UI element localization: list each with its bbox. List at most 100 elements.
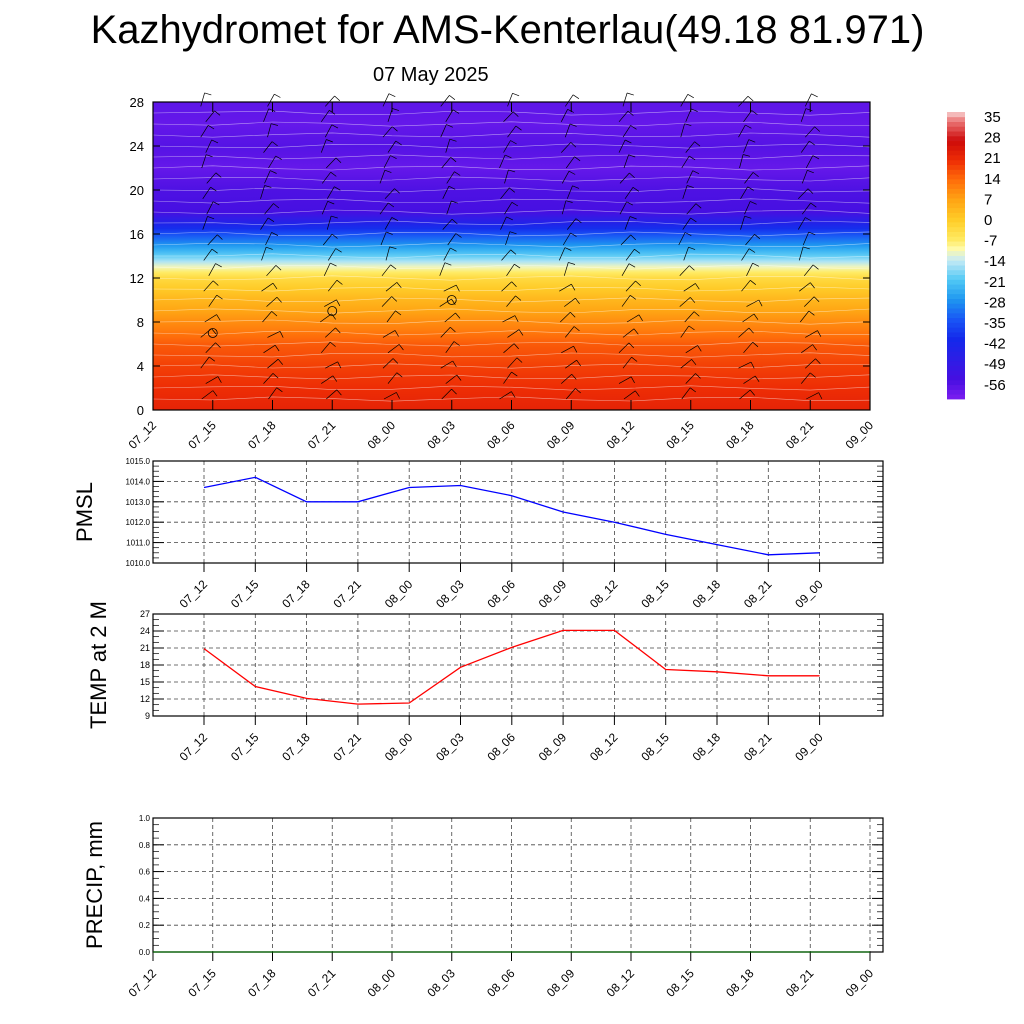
wind-barb-flag (574, 156, 581, 162)
wind-barb (445, 139, 451, 153)
wind-barb (263, 141, 273, 153)
wind-barb (445, 374, 458, 384)
wind-barb-flag (812, 264, 819, 270)
y-tick-label: 1013.0 (126, 498, 151, 507)
wind-barb (802, 231, 810, 246)
x-tick-label: 07_15 (228, 577, 262, 611)
wind-barb-flag (629, 295, 637, 300)
colorbar-label: -21 (984, 274, 1006, 291)
contour-line (152, 341, 871, 347)
colorbar-segment (947, 355, 965, 362)
contour-line (152, 308, 871, 314)
wind-barb-flag (279, 331, 284, 338)
wind-barb (800, 108, 807, 122)
x-tick-label: 08_21 (741, 577, 775, 611)
wind-barb-flag (265, 246, 273, 250)
wind-barb-flag (568, 170, 576, 175)
y-tick-label: 18 (140, 660, 150, 670)
plot-frame (152, 460, 884, 564)
wind-barb-flag (453, 341, 460, 346)
x-tick-label: 08_09 (544, 966, 578, 1000)
plot-frame (152, 817, 884, 953)
colorbar-segment (947, 126, 965, 132)
colorbar-segment (947, 198, 965, 204)
wind-barb (743, 375, 756, 384)
wind-barb-flag (750, 280, 757, 285)
wind-barb (564, 297, 576, 307)
wind-barb (383, 392, 397, 400)
wind-barb (564, 326, 575, 338)
colorbar-segment (947, 121, 965, 127)
colorbar-segment (947, 375, 965, 381)
wind-barb (382, 93, 390, 107)
temperature-field (153, 102, 870, 410)
wind-barb-flag (272, 282, 278, 290)
wind-barb-flag (631, 356, 638, 362)
wind-barb-flag (511, 202, 519, 207)
wind-barb-flag (688, 246, 696, 250)
wind-barb (560, 312, 571, 323)
wind-barb (444, 312, 456, 323)
wind-barb-flag (452, 360, 457, 368)
colorbar-segment (947, 332, 965, 338)
wind-barb-flag (336, 299, 341, 307)
contour-line (152, 198, 871, 204)
wind-barb-flag (509, 187, 516, 193)
colorbar-segment (947, 336, 965, 342)
y-axis-label: PRECIP, mm (82, 821, 107, 949)
wind-barb-flag (331, 233, 338, 239)
wind-barb (325, 157, 337, 169)
wind-barb-flag (630, 376, 635, 384)
colorbar-segment (947, 303, 965, 309)
wind-barb-flag (273, 203, 280, 209)
wind-barb (507, 357, 518, 369)
wind-barb-flag (332, 375, 338, 382)
colorbar-segment (947, 298, 965, 304)
wind-barb (379, 170, 386, 184)
wind-barb (386, 310, 396, 323)
colorbar-label: -49 (984, 356, 1006, 373)
wind-barb-flag (276, 387, 283, 393)
wind-barb-flag (635, 390, 640, 397)
colorbar-segment (947, 207, 965, 213)
x-tick-label: 08_06 (484, 966, 518, 1000)
y-tick-label: 0.0 (139, 948, 151, 957)
x-tick-label: 07_21 (331, 730, 365, 764)
wind-barb-flag (630, 125, 637, 130)
chart-title: Kazhydromet for AMS-Kenterlau(49.18 81.9… (90, 8, 925, 52)
wind-barb (800, 372, 811, 384)
colorbar-segment (947, 365, 965, 371)
wind-barb-flag (506, 216, 513, 221)
wind-barb (205, 110, 215, 123)
wind-barb-flag (630, 234, 637, 241)
wind-barb (619, 172, 630, 184)
wind-barb (738, 95, 749, 107)
wind-barb (201, 390, 214, 400)
x-tick-label: 07_15 (185, 418, 219, 452)
colorbar-segment (947, 231, 965, 237)
contour-line (152, 165, 871, 171)
y-tick-label: 15 (140, 677, 150, 687)
y-tick-label: 20 (130, 183, 144, 198)
calm-marker (446, 295, 457, 305)
wind-barb (684, 311, 695, 323)
wind-barb-flag (809, 140, 816, 146)
wind-barb-flag (204, 92, 212, 96)
wind-barb (443, 247, 451, 261)
x-tick-label: 08_21 (783, 418, 817, 452)
wind-barb-flag (392, 108, 400, 111)
wind-barb (380, 231, 387, 246)
colorbar-segment (947, 379, 965, 386)
colorbar-label: 21 (984, 150, 1001, 167)
wind-barb-flag (813, 296, 820, 302)
wind-barb (441, 388, 452, 400)
wind-barb (738, 327, 750, 338)
wind-barb (506, 264, 515, 276)
colorbar-segment (947, 351, 965, 357)
wind-barb-flag (632, 187, 639, 192)
wind-barb (503, 343, 515, 354)
wind-barb (804, 126, 815, 138)
x-tick-label: 07_15 (185, 966, 219, 1000)
colorbar-segment (947, 241, 965, 247)
x-tick-label: 08_09 (536, 577, 570, 611)
